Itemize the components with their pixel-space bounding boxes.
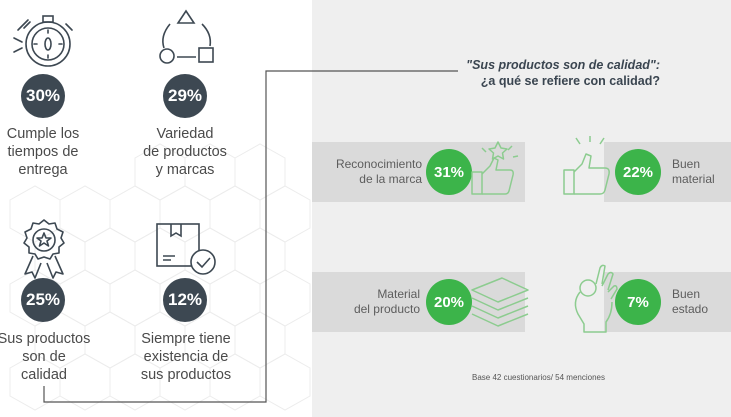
quality-item-label: Buen material	[672, 157, 715, 186]
connector-line	[312, 70, 458, 72]
quality-band	[312, 142, 525, 202]
stat-percent-badge: 12%	[163, 278, 207, 322]
stopwatch-icon	[13, 15, 73, 67]
quality-item-label: Buen estado	[672, 287, 709, 316]
base-note: Base 42 cuestionarios/ 54 menciones	[472, 373, 605, 382]
connector-line	[43, 70, 312, 403]
hexagon-background	[9, 143, 311, 411]
quality-percent-badge: 22%	[615, 149, 661, 195]
stat-label: Sus productos son de calidad	[0, 331, 91, 383]
stat-percent-badge: 30%	[21, 74, 65, 118]
stat-percent-badge: 25%	[21, 278, 65, 322]
left-panel: 30% 29% Cumple los tiempos de entrega Va…	[0, 0, 312, 417]
right-panel	[312, 0, 731, 417]
quality-percent-badge: 7%	[615, 279, 661, 325]
stat-label: Siempre tiene existencia de sus producto…	[140, 331, 232, 383]
quality-percent-badge: 20%	[426, 279, 472, 325]
quality-title: "Sus productos son de calidad": ¿a qué s…	[466, 58, 660, 88]
thumbs-up-icon	[563, 136, 610, 195]
layers-icon	[471, 277, 529, 327]
stat-label: Variedad de productos y marcas	[143, 126, 227, 178]
stat-label: Cumple los tiempos de entrega	[6, 126, 80, 178]
quality-item-label: Material del producto	[353, 287, 420, 316]
thumbs-up-star-icon	[471, 141, 519, 195]
award-badge-icon	[23, 219, 65, 279]
stat-percent-badge: 29%	[163, 74, 207, 118]
ok-hand-icon	[574, 264, 618, 333]
quality-item-label: Reconocimiento de la marca	[335, 157, 422, 186]
shapes-cycle-icon	[159, 9, 214, 64]
quality-percent-badge: 31%	[426, 149, 472, 195]
box-check-icon	[156, 223, 216, 275]
